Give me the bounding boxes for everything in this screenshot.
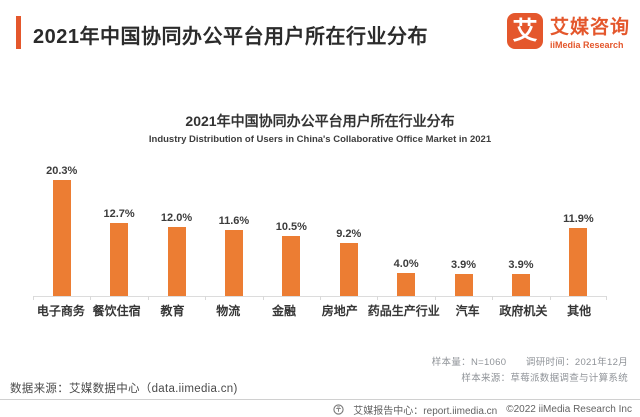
iimedia-logo-icon: 艾 (506, 13, 543, 49)
bar-column: 3.9% (492, 163, 549, 296)
bar-column: 12.0% (148, 163, 205, 296)
axis-tick (90, 296, 92, 300)
category-label: 房地产 (321, 304, 358, 318)
bar-value-label: 3.9% (508, 258, 534, 271)
category-label: 其他 (567, 304, 592, 318)
bar (569, 228, 588, 296)
bar-value-label: 11.9% (563, 213, 594, 225)
bar (52, 180, 71, 296)
footer-copyright: ©2022 iiMedia Research Inc (506, 403, 632, 415)
logo-mark-glyph: 艾 (512, 16, 538, 45)
data-source-note: 数据来源：艾媒数据中心（data.iimedia.cn) (10, 383, 238, 395)
chart-subtitle: Industry Distribution of Users in China'… (148, 134, 492, 145)
logo-name-en: iiMedia Research (549, 40, 624, 50)
axis-tick (606, 296, 607, 300)
bar-column: 4.0% (377, 163, 434, 296)
bar (511, 273, 530, 296)
bar (110, 223, 129, 296)
axis-tick (549, 296, 551, 300)
bar-value-label: 12.7% (103, 208, 135, 221)
bar-column: 9.2% (320, 163, 377, 296)
logo-name-cn: 艾媒咨询 (549, 17, 630, 38)
bar (282, 236, 301, 296)
category-label: 金融 (272, 304, 297, 318)
bar-value-label: 11.6% (218, 214, 250, 227)
category-label: 餐饮住宿 (92, 304, 141, 318)
sample-notes: 样本量：N=1060 调研时间：2021年12月 样本来源：草莓派数据调查与计算… (432, 355, 628, 387)
axis-tick (320, 296, 321, 300)
bar (397, 273, 416, 296)
bar-value-label: 4.0% (393, 258, 419, 271)
category-label: 汽车 (455, 304, 480, 318)
logo-text: 艾媒咨询 iiMedia Research (550, 12, 630, 50)
axis-tick (262, 296, 264, 300)
bar-value-label: 20.3% (46, 165, 78, 177)
axis-tick (492, 296, 494, 300)
iimedia-logo: 艾 艾媒咨询 iiMedia Research (506, 12, 630, 50)
axis-labels: 电子商务 餐饮住宿 教育 物流 金融 房地产 药品生产行业 汽车 政府机关 其他 (33, 302, 607, 319)
footer-report-center: 艾媒报告中心：report.iimedia.cn (353, 405, 498, 417)
axis-tick (377, 296, 379, 300)
footer-divider (0, 399, 640, 400)
category-label: 政府机关 (499, 304, 548, 318)
page-title: 2021年中国协同办公平台用户所在行业分布 (33, 26, 428, 48)
bar-value-label: 3.9% (451, 258, 477, 271)
bar-column: 20.3% (33, 163, 90, 296)
category-label: 电子商务 (36, 304, 85, 318)
bar-column: 11.9% (550, 163, 607, 296)
bar-column: 3.9% (435, 163, 492, 296)
bar (167, 227, 186, 296)
iimedia-badge-icon (333, 403, 344, 415)
bar (339, 243, 358, 296)
category-label: 物流 (216, 304, 241, 318)
bar (454, 273, 473, 296)
header-accent-bar (16, 16, 21, 49)
bar (224, 229, 243, 296)
sample-source-note: 样本来源：草莓派数据调查与计算系统 (461, 373, 628, 384)
bar-plot: 20.3% 12.7% 12.0% 11.6% 10.5% 9.2% 4.0% 3.9% 3.9… (33, 163, 607, 300)
bar-column: 11.6% (205, 163, 262, 296)
chart-title: 2021年中国协同办公平台用户所在行业分布 (185, 113, 455, 129)
sample-size-note: 样本量：N=1060 调研时间：2021年12月 (431, 357, 628, 368)
bar-column: 12.7% (90, 163, 147, 296)
category-label: 药品生产行业 (367, 304, 440, 318)
axis-tick (147, 296, 149, 300)
axis-tick (205, 296, 207, 300)
category-label: 教育 (160, 304, 185, 318)
bar-value-label: 12.0% (160, 212, 193, 225)
page-footer: 艾媒报告中心：report.iimedia.cn ©2022 iiMedia R… (333, 402, 632, 417)
bar-value-label: 10.5% (275, 221, 307, 233)
axis-tick (33, 296, 34, 300)
bar-column: 10.5% (263, 163, 320, 296)
bar-value-label: 9.2% (336, 228, 362, 241)
axis-tick (434, 296, 436, 300)
